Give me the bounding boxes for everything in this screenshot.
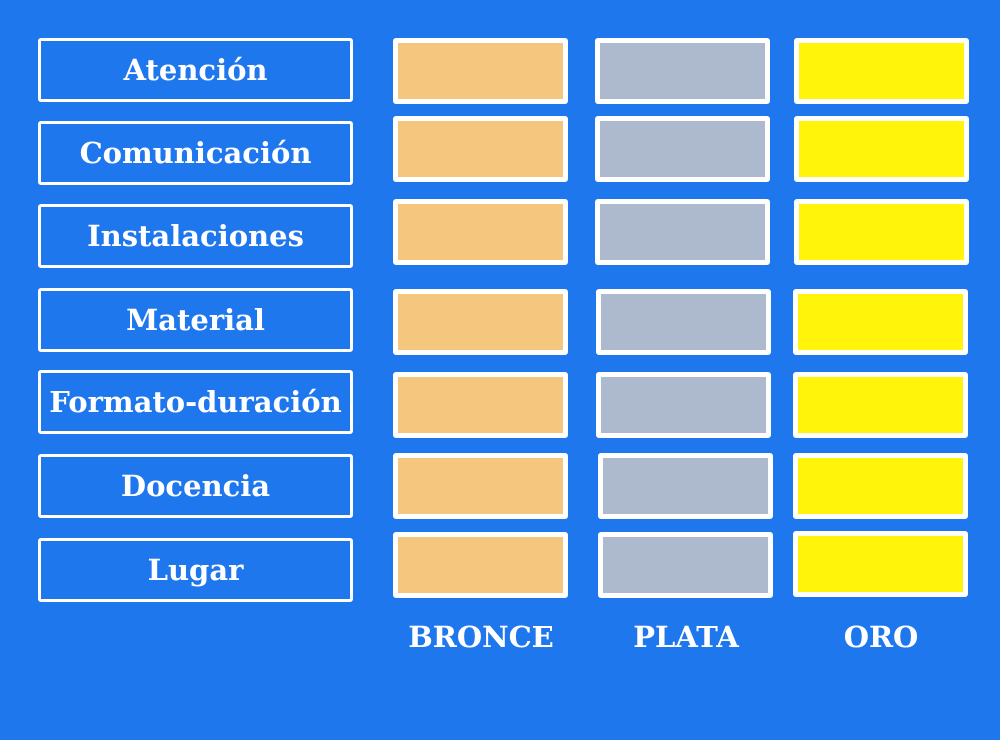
bronze-drop-slot[interactable] [393,289,568,355]
category-label-text: Material [126,303,265,337]
category-label-text: Lugar [147,553,244,587]
silver-drop-slot[interactable] [595,199,770,265]
category-label-text: Atención [123,53,268,87]
bronze-drop-slot[interactable] [393,453,568,519]
category-label-lugar[interactable]: Lugar [38,538,353,602]
bronze-drop-slot[interactable] [393,116,568,182]
category-label-comunicacion[interactable]: Comunicación [38,121,353,185]
category-label-text: Formato-duración [49,385,342,419]
silver-drop-slot[interactable] [596,289,771,355]
column-header-silver: PLATA [633,620,739,654]
gold-drop-slot[interactable] [793,453,968,519]
category-label-atencion[interactable]: Atención [38,38,353,102]
gold-drop-slot[interactable] [793,372,968,438]
bronze-drop-slot[interactable] [393,372,568,438]
gold-drop-slot[interactable] [793,289,968,355]
category-label-formato-duracion[interactable]: Formato-duración [38,370,353,434]
silver-drop-slot[interactable] [596,372,771,438]
category-label-docencia[interactable]: Docencia [38,454,353,518]
bronze-drop-slot[interactable] [393,199,568,265]
silver-drop-slot[interactable] [598,453,773,519]
gold-drop-slot[interactable] [794,199,969,265]
silver-drop-slot[interactable] [595,38,770,104]
category-label-text: Docencia [120,469,271,503]
category-label-text: Comunicación [79,136,312,170]
gold-drop-slot[interactable] [793,531,968,597]
category-label-instalaciones[interactable]: Instalaciones [38,204,353,268]
gold-drop-slot[interactable] [794,38,969,104]
silver-drop-slot[interactable] [595,116,770,182]
silver-drop-slot[interactable] [598,532,773,598]
column-header-gold: ORO [843,620,919,654]
category-label-material[interactable]: Material [38,288,353,352]
bronze-drop-slot[interactable] [393,532,568,598]
gold-drop-slot[interactable] [794,116,969,182]
category-label-text: Instalaciones [87,219,304,253]
column-header-bronze: BRONCE [408,620,554,654]
bronze-drop-slot[interactable] [393,38,568,104]
